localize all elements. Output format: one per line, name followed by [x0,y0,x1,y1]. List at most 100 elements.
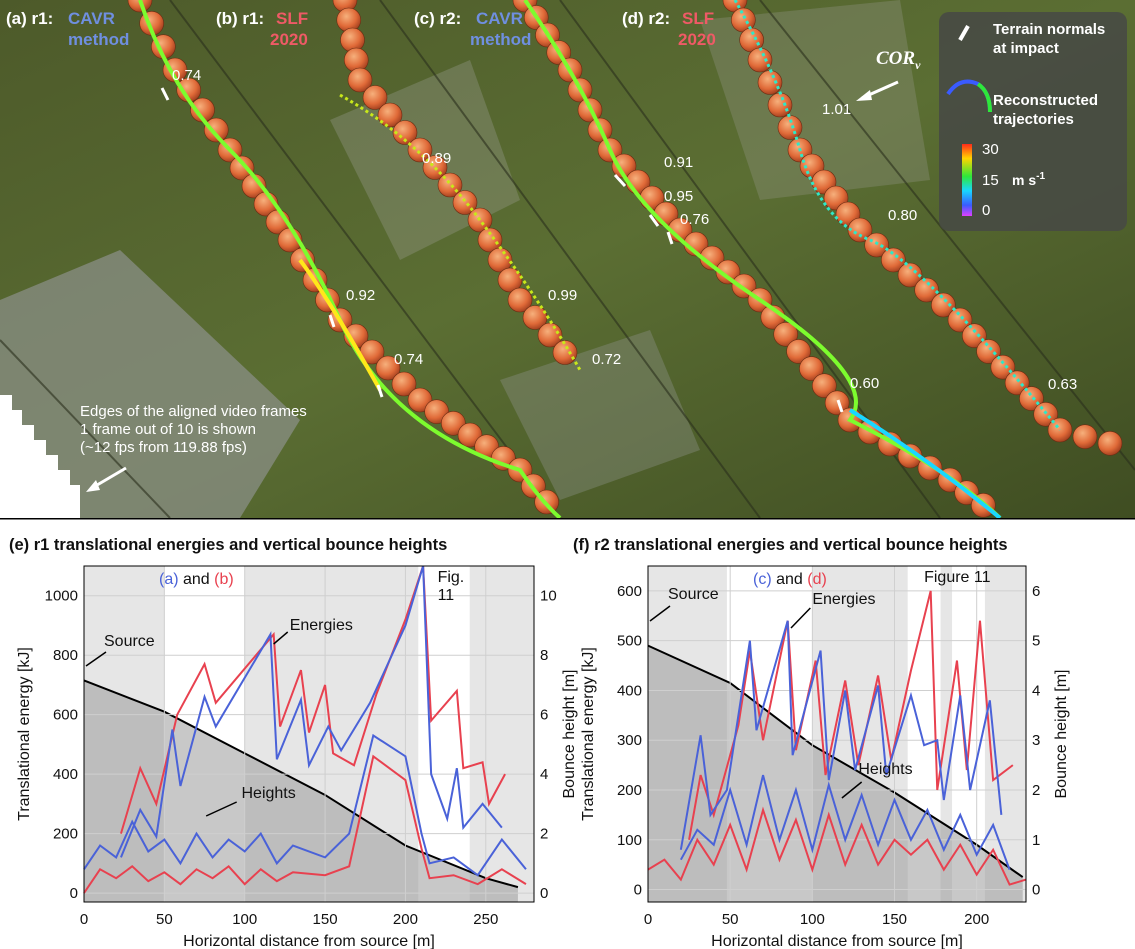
y2-tick-label: 0 [540,885,548,902]
y2-tick-label: 2 [540,826,548,843]
annotation-figure: Figure 11 [924,569,991,586]
boulder [407,137,433,163]
boulder [773,321,799,347]
height-line [679,774,1011,870]
boulder [1033,401,1059,427]
svg-text:m s-1: m s-1 [1012,171,1045,188]
y-tick-label: 1000 [45,588,78,605]
x-tick-label: 0 [644,911,652,928]
x-tick-label: 100 [232,911,257,928]
height-line [83,754,527,894]
plot-frame [647,565,1027,903]
energy-line [679,620,1003,850]
boulder [477,227,503,253]
svg-text:SLF: SLF [682,9,714,28]
svg-text:Reconstructed: Reconstructed [993,92,1098,109]
svg-text:2020: 2020 [270,30,308,49]
panel-label-d: (d) r2: SLF 2020 [622,9,716,49]
annotation-heights: Heights [242,785,296,802]
cor-value: 0.99 [548,287,577,304]
x-tick-label: 0 [80,911,88,928]
y-tick-label: 400 [53,766,78,783]
annotation-arrow [649,605,671,622]
photo-legend: Terrain normals at impact Reconstructed … [939,12,1127,231]
boulder [392,120,418,145]
boulder [847,217,873,243]
chart-title: (e) r1 translational energies and vertic… [9,536,447,554]
photo-panel: 0.74 0.89 0.92 0.74 0.99 0.72 0.91 0.95 … [0,0,1135,518]
trajectory-r1-cavr [138,0,562,518]
boulder [1072,424,1098,449]
x-tick-label: 200 [964,911,989,928]
y2-tick-label: 4 [540,766,548,783]
trajectory-r1-slf [339,93,582,371]
y-tick-label: 100 [617,832,642,849]
svg-text:1 frame out of 10 is shown: 1 frame out of 10 is shown [80,421,256,438]
energy-line [120,565,503,858]
rock-area [500,330,700,500]
edge-note: Edges of the aligned video frames 1 fram… [80,403,307,456]
y-tick-label: 800 [53,647,78,664]
boulder [811,373,837,399]
y-tick-label: 200 [617,782,642,799]
x-tick-label: 200 [393,911,418,928]
y-tick-label: 400 [617,682,642,699]
terrain-area [84,680,518,902]
terrain-line [647,644,1024,878]
svg-text:CAVR: CAVR [68,9,115,28]
frame-edge-line [379,0,761,518]
boulder [377,102,403,128]
y2-tick-label: 6 [540,707,548,724]
boulder [931,292,956,318]
cor-value: 0.60 [850,375,879,392]
trajectory-r2-slf [733,0,1062,431]
x-tick-label: 50 [722,911,739,928]
boulder [203,117,229,143]
y2-axis-label: Bounce height [m] [561,670,578,799]
svg-text:Edges of the aligned video fra: Edges of the aligned video frames [80,403,307,420]
trajectory-r2-tail [848,408,1002,518]
x-axis-label: Horizontal distance from source [m] [711,933,963,949]
boulder [881,247,906,273]
boulder [552,340,578,365]
annotation-energies: Energies [812,591,875,608]
y2-tick-label: 1 [1032,832,1040,849]
annotation-source: Source [104,633,155,650]
annotation-arrow [273,631,289,645]
frame-edge-line [759,0,1135,471]
annotation-figure: 11 [438,587,455,604]
boulder [757,70,783,95]
svg-text:method: method [470,30,531,49]
trajectory-r1-cavr-slow [298,258,382,391]
x-tick-label: 50 [156,911,173,928]
boulder [976,339,1001,364]
boulder [375,355,401,381]
cor-value: 1.01 [822,101,851,118]
y-tick-label: 600 [53,707,78,724]
panel-label-c: (c) r2: CAVR method [414,9,531,49]
svg-text:Terrain normals: Terrain normals [993,21,1105,38]
legend-text: (c) and (d) [753,571,827,588]
cor-value: 0.63 [1048,376,1077,393]
cor-value: 0.72 [592,351,621,368]
svg-text:CAVR: CAVR [476,9,523,28]
y-axis-label: Translational energy [kJ] [580,647,597,821]
trajectory-r2-cavr [523,0,1002,518]
cor-value: 0.89 [422,150,451,167]
cor-v-label: CORv [876,48,921,72]
cor-value: 0.76 [680,211,709,228]
x-axis-label: Horizontal distance from source [m] [183,933,435,949]
cor-value: 0.80 [888,207,917,224]
y-tick-label: 600 [617,583,642,600]
cor-labels: 0.74 0.89 0.92 0.74 0.99 0.72 0.91 0.95 … [172,67,1077,393]
x-tick-label: 150 [313,911,338,928]
svg-text:at impact: at impact [993,40,1059,57]
colorbar [962,144,972,216]
cor-value: 0.74 [172,67,201,84]
boulder [507,287,533,313]
y-tick-label: 0 [634,882,642,899]
boulder [990,354,1016,380]
annotation-source: Source [668,586,719,603]
panel-label-a: (a) r1: CAVR method [6,9,129,49]
boulder [824,390,850,416]
